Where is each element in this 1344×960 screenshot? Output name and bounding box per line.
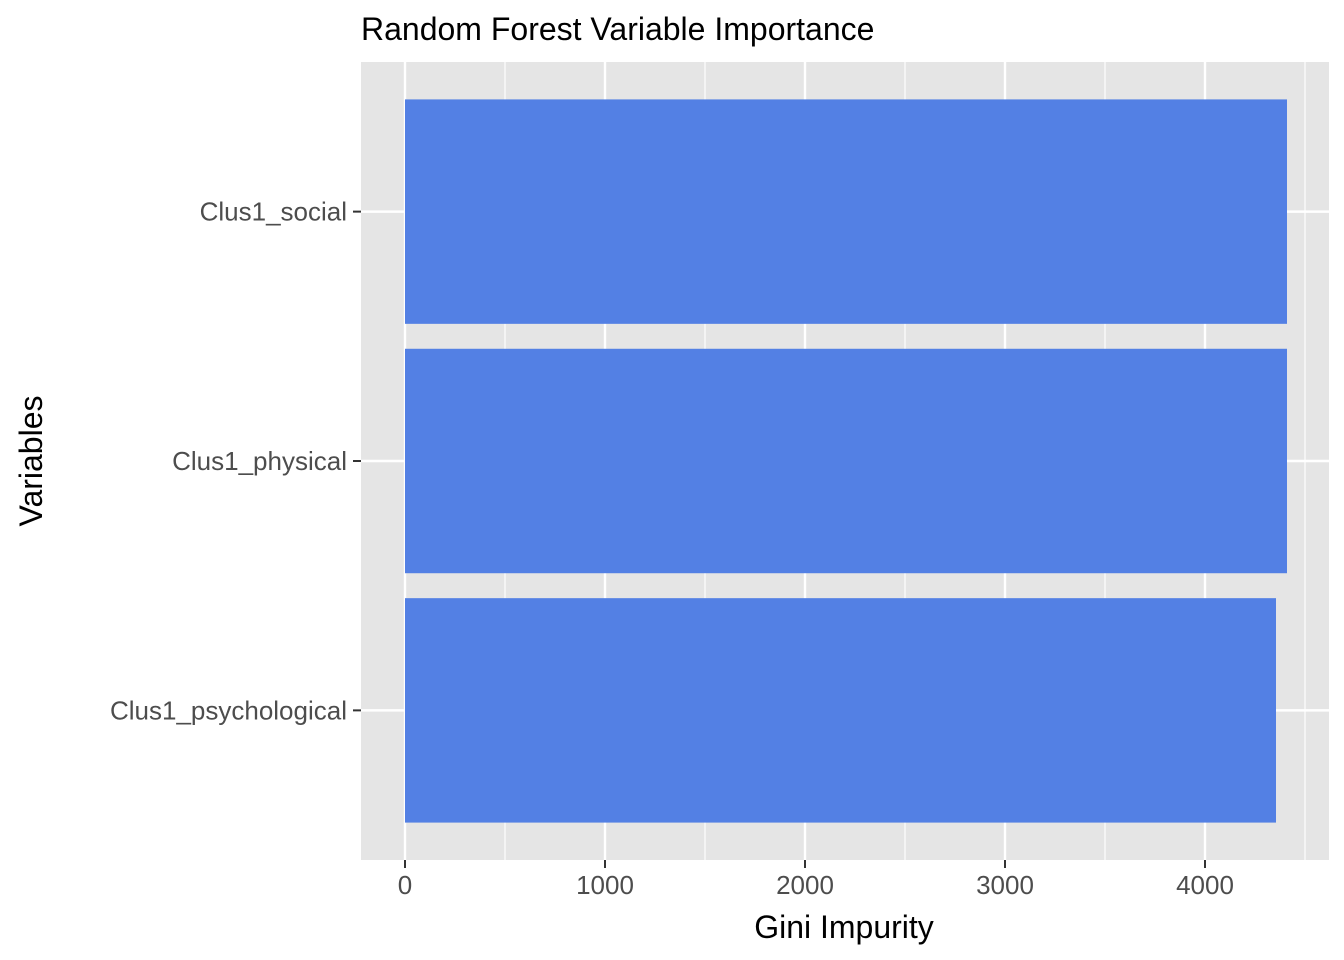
chart-title: Random Forest Variable Importance [361, 11, 874, 47]
x-axis: 0 1000 2000 3000 4000 [398, 860, 1234, 900]
y-axis-title: Variables [13, 395, 49, 526]
y-tick-label: Clus1_physical [172, 446, 347, 476]
x-tick-label: 2000 [776, 870, 834, 900]
bar [405, 99, 1287, 324]
y-tick-label: Clus1_psychological [110, 695, 347, 725]
x-tick-label: 3000 [976, 870, 1034, 900]
x-tick-label: 4000 [1176, 870, 1234, 900]
y-axis: Clus1_psychological Clus1_physical Clus1_s… [110, 197, 361, 725]
x-axis-title: Gini Impurity [754, 909, 934, 945]
bars [405, 99, 1287, 823]
bar [405, 598, 1276, 823]
x-tick-label: 1000 [576, 870, 634, 900]
y-tick-label: Clus1_social [200, 197, 347, 227]
bar [405, 348, 1287, 574]
x-tick-label: 0 [398, 870, 412, 900]
